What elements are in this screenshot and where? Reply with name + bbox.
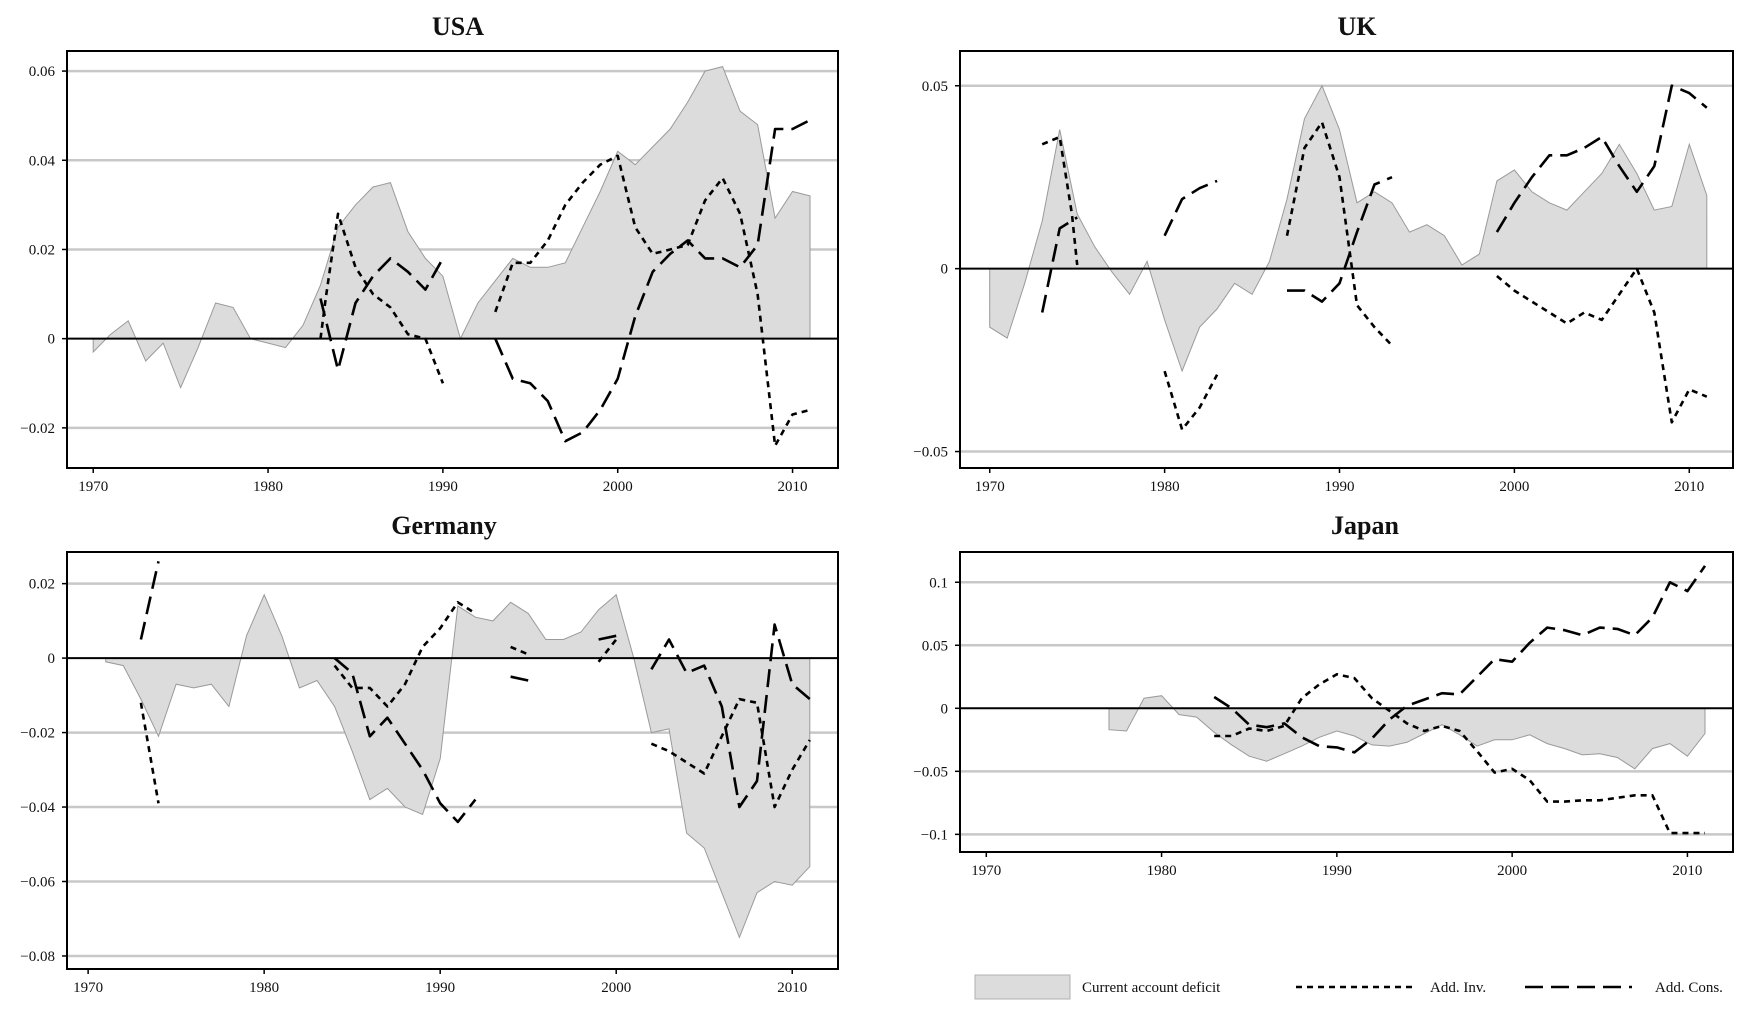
x-tick-label: 1990: [428, 479, 458, 495]
y-tick-label: −0.02: [20, 726, 55, 742]
panel-title: Japan: [1331, 511, 1399, 540]
series-line-add-inv: [494, 154, 811, 448]
legend: Current account deficit Add. Inv. Add. C…: [974, 974, 1723, 1000]
series-line-add-cons: [1495, 84, 1708, 233]
series-line-add-inv: [319, 212, 445, 384]
series-line-add-inv: [1496, 267, 1708, 424]
y-tick-label: 0: [941, 701, 949, 717]
x-tick-label: 2010: [778, 479, 808, 495]
x-tick-label: 1970: [975, 479, 1005, 495]
x-tick-label: 2010: [1672, 863, 1702, 879]
y-tick-label: 0.06: [29, 64, 56, 80]
plot-frame: [66, 50, 839, 469]
x-tick-label: 2000: [1499, 479, 1529, 495]
plot-frame: [959, 551, 1734, 853]
series-line-add-inv: [510, 645, 529, 656]
series-line-add-cons: [1163, 179, 1218, 237]
y-tick-label: 0: [48, 651, 56, 667]
x-tick-label: 2000: [1497, 863, 1527, 879]
x-tick-label: 2000: [601, 980, 631, 996]
series-line-add-inv: [1041, 135, 1079, 266]
panel-germany: Germany −0.08 −0.06 −0.04 −0.02 0 0.02 1970 198…: [20, 511, 839, 996]
series-line-add-inv: [1214, 672, 1705, 835]
series-line-add-inv: [597, 638, 618, 663]
series-line-add-cons: [1287, 176, 1393, 303]
x-tick-label: 1980: [249, 980, 279, 996]
x-tick-label: 2010: [1674, 479, 1704, 495]
legend-swatch-area: [974, 974, 1071, 1000]
x-tick-label: 1990: [425, 980, 455, 996]
x-tick-label: 1970: [73, 980, 103, 996]
legend-label-short-dash: Add. Inv.: [1430, 980, 1486, 996]
x-tick-label: 2010: [777, 980, 807, 996]
y-tick-label: −0.05: [913, 764, 948, 780]
series-line-add-cons: [1213, 565, 1707, 754]
series-line-add-cons: [319, 257, 445, 372]
panel-uk: UK −0.05 0 0.05 1970 1980 1990 2000 2010: [913, 12, 1734, 495]
y-tick-label: 0.02: [29, 242, 55, 258]
series-line-add-cons: [494, 118, 811, 443]
series-line-add-cons: [333, 657, 477, 824]
y-tick-label: 0.05: [922, 79, 948, 95]
x-tick-label: 1990: [1322, 863, 1352, 879]
y-tick-label: 0.02: [29, 577, 55, 593]
series-area-current-account-deficit: [989, 84, 1708, 373]
series-line-add-inv: [1285, 121, 1393, 347]
series-area-current-account-deficit: [105, 593, 811, 939]
x-tick-label: 1980: [253, 479, 283, 495]
y-tick-label: −0.06: [20, 875, 55, 891]
panel-title: Germany: [391, 511, 496, 540]
x-tick-label: 1970: [971, 863, 1001, 879]
series-line-add-inv: [650, 697, 811, 809]
y-tick-label: 0: [941, 262, 949, 278]
x-tick-label: 1970: [78, 479, 108, 495]
plot-frame: [959, 50, 1734, 469]
series-line-add-inv: [333, 600, 477, 708]
legend-label-long-dash: Add. Cons.: [1655, 980, 1723, 996]
x-tick-label: 1990: [1325, 479, 1355, 495]
x-tick-label: 1980: [1150, 479, 1180, 495]
series-line-add-cons: [650, 623, 811, 809]
y-tick-label: 0.1: [929, 575, 948, 591]
x-tick-label: 2000: [603, 479, 633, 495]
legend-label-area: Current account deficit: [1082, 980, 1221, 996]
x-tick-label: 1980: [1147, 863, 1177, 879]
panel-title: UK: [1338, 12, 1378, 41]
y-tick-label: 0: [48, 332, 56, 348]
y-tick-label: −0.05: [913, 445, 948, 461]
series-line-add-cons: [510, 675, 529, 682]
y-tick-label: −0.02: [20, 421, 55, 437]
y-tick-label: −0.04: [20, 800, 55, 816]
y-tick-label: 0.05: [922, 638, 948, 654]
panel-japan: Japan −0.1 −0.05 0 0.05 0.1 1970 1980 1990 2000 2…: [913, 511, 1734, 879]
series-line-add-inv: [1163, 370, 1219, 431]
y-tick-label: −0.1: [921, 827, 948, 843]
panel-usa: USA −0.02 0 0.02 0.04 0.06 1970 1980 1990 2000 20…: [20, 12, 839, 495]
panel-title: USA: [432, 12, 484, 41]
series-line-add-cons: [598, 634, 617, 641]
series-line-add-cons: [1040, 216, 1078, 313]
plot-frame: [66, 551, 839, 970]
y-tick-label: 0.04: [29, 153, 56, 169]
y-tick-label: −0.08: [20, 949, 55, 965]
series-area-current-account-deficit: [1108, 695, 1706, 770]
series-line-add-cons: [139, 561, 160, 640]
